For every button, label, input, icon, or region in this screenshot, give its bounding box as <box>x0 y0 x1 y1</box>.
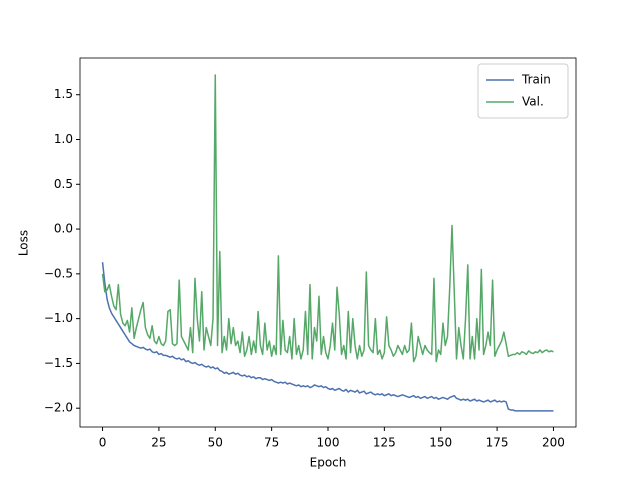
legend-label: Train <box>521 73 551 87</box>
x-tick-label: 0 <box>99 436 107 450</box>
x-tick-label: 50 <box>208 436 223 450</box>
plot-frame <box>79 57 577 428</box>
y-tick-label: 1.5 <box>54 87 73 101</box>
x-tick-label: 25 <box>151 436 166 450</box>
x-tick-label: 100 <box>317 436 340 450</box>
line <box>101 74 554 363</box>
y-tick-label: −2.0 <box>44 401 73 415</box>
y-tick-label: −1.0 <box>44 311 73 325</box>
x-tick-label: 75 <box>264 436 279 450</box>
line <box>101 262 554 412</box>
y-axis-label: Loss <box>17 230 31 256</box>
x-axis-label: Epoch <box>310 456 347 470</box>
y-tick-label: −1.5 <box>44 356 73 370</box>
y-tick-label: −0.5 <box>44 266 73 280</box>
y-tick-label: 1.0 <box>54 132 73 146</box>
legend-label: Val. <box>522 95 544 109</box>
x-tick-label: 200 <box>542 436 565 450</box>
x-tick-label: 150 <box>429 436 452 450</box>
x-tick-label: 175 <box>486 436 509 450</box>
legend-box <box>477 63 569 119</box>
y-tick-label: 0.5 <box>54 177 73 191</box>
x-tick-label: 125 <box>373 436 396 450</box>
y-tick-label: 0.0 <box>54 222 73 236</box>
